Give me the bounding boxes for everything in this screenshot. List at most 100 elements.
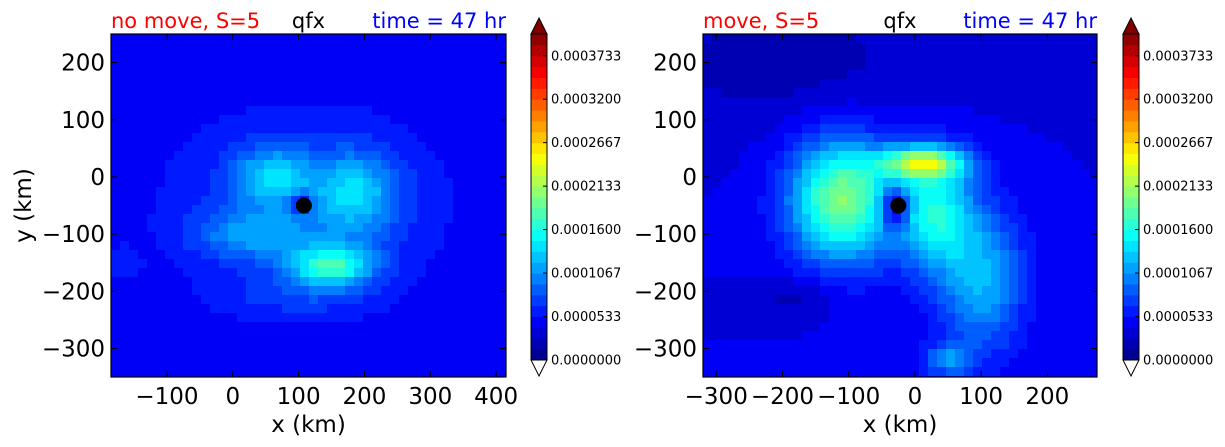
colorbar-swatch [531, 273, 547, 285]
field-cell [865, 61, 875, 71]
field-cell [1000, 115, 1010, 125]
field-cell [1054, 52, 1064, 62]
field-cell [883, 214, 893, 224]
field-cell [282, 187, 292, 197]
field-cell [192, 241, 202, 251]
field-cell [156, 304, 166, 314]
field-cell [820, 97, 830, 107]
field-cell [856, 313, 866, 323]
field-cell [739, 115, 749, 125]
field-cell [192, 367, 202, 377]
field-cell [1009, 160, 1019, 170]
field-cell [1045, 97, 1055, 107]
colorbar-extend-min [530, 359, 548, 378]
field-cell [471, 124, 481, 134]
field-cell [748, 331, 758, 341]
field-cell [730, 52, 740, 62]
field-cell [219, 196, 229, 206]
field-cell [201, 358, 211, 368]
field-cell [408, 358, 418, 368]
field-cell [1054, 223, 1064, 233]
field-cell [228, 331, 238, 341]
field-cell [856, 169, 866, 179]
field-cell [874, 142, 884, 152]
field-cell [489, 205, 499, 215]
field-cell [183, 286, 193, 296]
field-cell [489, 187, 499, 197]
y-tick-label: 200 [61, 51, 105, 77]
field-cell [237, 277, 247, 287]
field-cell [174, 187, 184, 197]
field-cell [282, 169, 292, 179]
field-cell [372, 160, 382, 170]
field-cell [192, 340, 202, 350]
field-cell [300, 277, 310, 287]
field-cell [264, 133, 274, 143]
field-cell [192, 142, 202, 152]
field-cell [1036, 304, 1046, 314]
field-cell [138, 115, 148, 125]
field-cell [471, 142, 481, 152]
field-cell [336, 295, 346, 305]
colorbar-swatch [531, 338, 547, 350]
field-cell [390, 286, 400, 296]
field-cell [498, 61, 506, 71]
field-cell [264, 61, 274, 71]
field-cell [345, 178, 355, 188]
field-cell [444, 106, 454, 116]
field-cell [1000, 169, 1010, 179]
field-cell [1018, 367, 1028, 377]
field-cell [775, 124, 785, 134]
field-cell [1054, 295, 1064, 305]
field-cell [919, 304, 929, 314]
field-cell [273, 61, 283, 71]
field-cell [1009, 277, 1019, 287]
field-cell [138, 151, 148, 161]
field-cell [703, 43, 713, 53]
field-cell [246, 169, 256, 179]
field-cell [291, 151, 301, 161]
field-cell [408, 142, 418, 152]
field-cell [802, 196, 812, 206]
field-cell [435, 169, 445, 179]
field-cell [489, 241, 499, 251]
field-cell [291, 97, 301, 107]
field-cell [309, 34, 319, 44]
field-cell [129, 304, 139, 314]
field-cell [354, 169, 364, 179]
field-cell [892, 340, 902, 350]
field-cell [165, 169, 175, 179]
field-cell [300, 124, 310, 134]
field-cell [498, 43, 506, 53]
field-cell [336, 196, 346, 206]
field-cell [345, 160, 355, 170]
field-cell [775, 43, 785, 53]
field-cell [775, 331, 785, 341]
field-cell [748, 106, 758, 116]
field-cell [498, 358, 506, 368]
field-cell [1027, 214, 1037, 224]
field-cell [748, 52, 758, 62]
field-cell [183, 61, 193, 71]
field-cell [255, 142, 265, 152]
field-cell [300, 133, 310, 143]
colorbar-swatch [531, 88, 547, 100]
field-cell [802, 340, 812, 350]
field-cell [201, 304, 211, 314]
field-cell [1063, 34, 1073, 44]
field-cell [246, 304, 256, 314]
field-cell [928, 52, 938, 62]
field-cell [856, 304, 866, 314]
field-cell [1045, 178, 1055, 188]
field-cell [210, 160, 220, 170]
field-cell [892, 259, 902, 269]
field-cell [730, 196, 740, 206]
field-cell [928, 304, 938, 314]
field-cell [327, 268, 337, 278]
field-cell [802, 205, 812, 215]
field-cell [955, 304, 965, 314]
field-cell [255, 115, 265, 125]
field-cell [856, 250, 866, 260]
field-cell [793, 223, 803, 233]
field-cell [147, 223, 157, 233]
